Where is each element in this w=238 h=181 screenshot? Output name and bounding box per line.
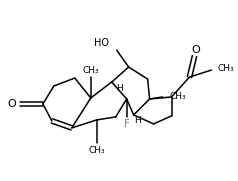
Text: O: O [191,45,200,55]
Text: CH₃: CH₃ [169,92,186,102]
Text: O: O [8,99,16,109]
Text: F: F [124,119,130,129]
Text: CH₃: CH₃ [218,64,234,73]
Text: HO: HO [94,38,109,48]
Text: CH₃: CH₃ [82,66,99,75]
Text: H: H [116,83,123,92]
Text: CH₃: CH₃ [89,146,105,155]
Text: H: H [134,116,141,125]
